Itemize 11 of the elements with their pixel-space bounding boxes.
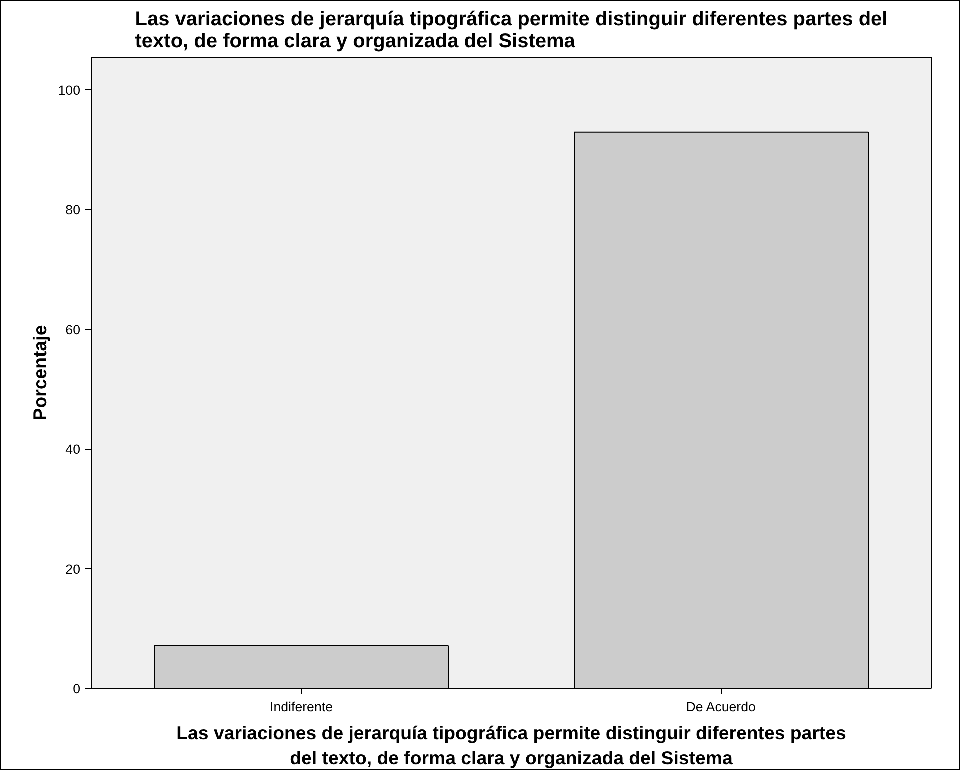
y-tick-label: 40 [66,442,81,458]
y-tick-label: 60 [66,322,81,338]
y-tick-label: 80 [66,202,81,218]
chart-title: Las variaciones de jerarquía tipográfica permite distinguir diferentes partes del texto, de forma clara y organizada del Sistema [135,8,888,52]
y-tick-label: 100 [58,82,81,98]
x-tick-label: De Acuerdo [686,700,756,714]
y-tick-label: 20 [66,562,81,577]
x-axis-title: Las variaciones de jerarquía tipográfica permite distinguir diferentes partes del texto, de forma clara y organizada del Sistema [176,722,846,769]
y-tick-label: 0 [73,682,81,696]
y-axis-title: Porcentaje [29,325,50,421]
x-tick-label: Indiferente [270,700,333,714]
